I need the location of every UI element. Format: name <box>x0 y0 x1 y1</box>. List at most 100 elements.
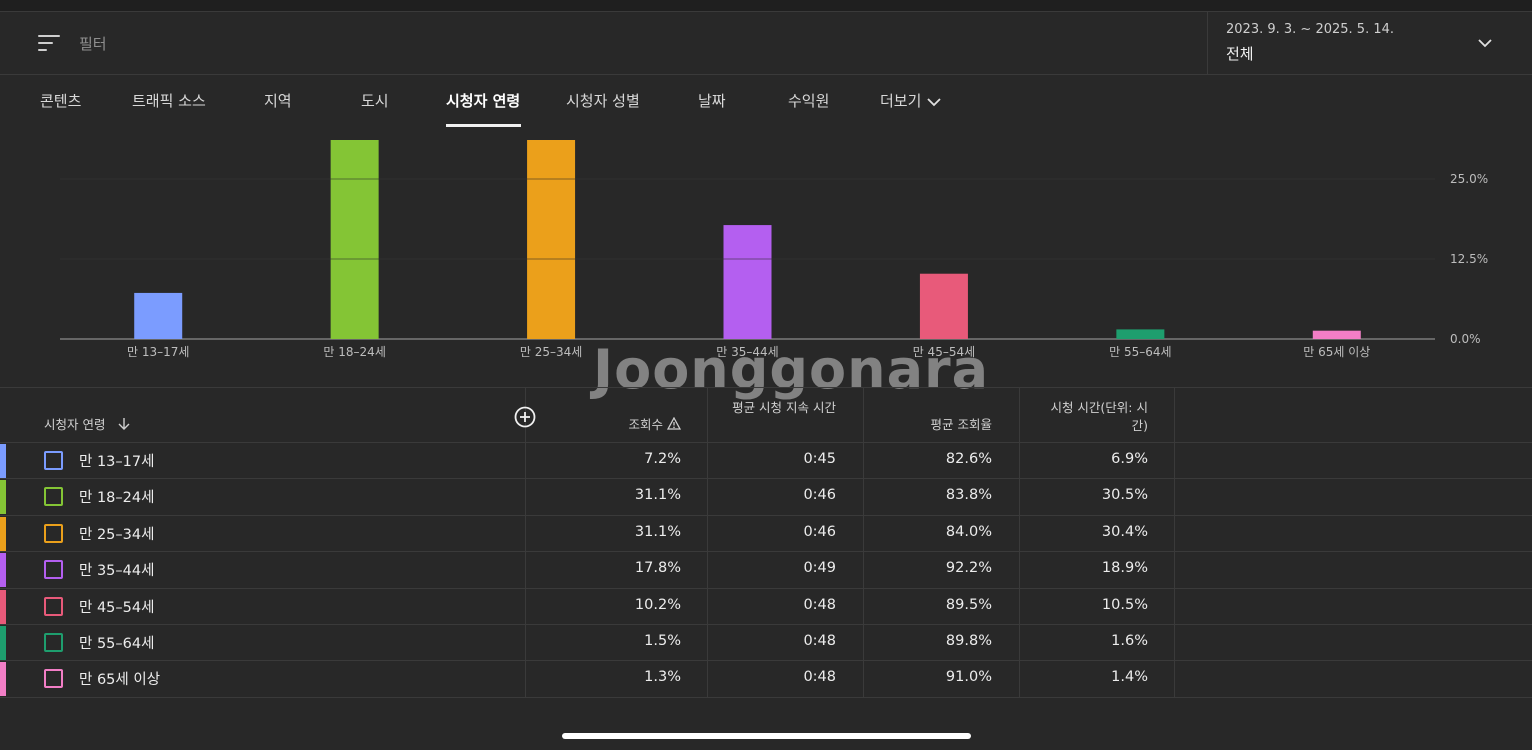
cell-avg-duration: 0:46 <box>803 523 836 540</box>
filter-icon[interactable] <box>38 34 60 52</box>
cell-avg-percent: 91.0% <box>945 669 992 686</box>
active-tab-indicator <box>446 124 521 127</box>
x-tick-label: 만 35–44세 <box>716 345 778 359</box>
tab-geography[interactable]: 지역 <box>264 92 292 110</box>
cell-watch-time: 6.9% <box>1111 451 1148 467</box>
watermark: Joonggonara <box>593 338 990 401</box>
row-checkbox[interactable] <box>44 632 63 652</box>
row-checkbox[interactable] <box>44 560 63 580</box>
x-tick-label: 만 25–34세 <box>520 345 582 359</box>
row-label: 만 55–64세 <box>79 635 155 652</box>
table-row[interactable]: 만 13–17세 7.2% 0:45 82.6% 6.9% <box>0 443 1532 480</box>
cell-avg-duration: 0:48 <box>803 596 836 613</box>
cell-views: 10.2% <box>634 596 681 613</box>
cell-watch-time: 1.6% <box>1111 632 1148 649</box>
row-label: 만 18–24세 <box>79 490 155 507</box>
chevron-down-icon <box>1478 39 1492 48</box>
row-label: 만 25–34세 <box>79 526 155 543</box>
tab-viewer-age[interactable]: 시청자 연령 <box>446 92 521 110</box>
cell-views: 31.1% <box>634 487 681 504</box>
row-checkbox[interactable] <box>44 451 63 470</box>
cell-avg-duration: 0:49 <box>803 560 836 577</box>
chart-svg: 만 13–17세 만 18–24세 만 25–34세 만 35–44세 만 45–54세… <box>60 140 1488 359</box>
header-views-label: 조회수 <box>628 417 663 432</box>
table-row[interactable]: 만 25–34세 31.1% 0:46 84.0% 30.4% <box>0 516 1532 553</box>
row-checkbox[interactable] <box>44 487 63 507</box>
cell-avg-percent: 82.6% <box>945 451 992 467</box>
header-views[interactable]: 조회수 <box>628 416 681 434</box>
chart-bar[interactable] <box>919 273 968 339</box>
chevron-down-icon <box>927 97 942 106</box>
x-tick-label: 만 65세 이상 <box>1303 345 1370 359</box>
cell-views: 17.8% <box>634 560 681 577</box>
table-row[interactable]: 만 45–54세 10.2% 0:48 89.5% 10.5% <box>0 589 1532 625</box>
cell-views: 1.5% <box>644 632 681 649</box>
cell-avg-percent: 92.2% <box>945 560 992 577</box>
header-watch-time[interactable]: 시청 시간(단위: 시간) <box>1050 400 1148 433</box>
tab-more[interactable]: 더보기 <box>880 90 942 111</box>
table-row[interactable]: 만 18–24세 31.1% 0:46 83.8% 30.5% <box>0 479 1532 516</box>
x-tick-label: 만 18–24세 <box>323 345 385 359</box>
header-avg-percent[interactable]: 평균 조회율 <box>930 417 992 432</box>
row-checkbox[interactable] <box>44 523 63 543</box>
table-row[interactable]: 만 55–64세 1.5% 0:48 89.8% 1.6% <box>0 625 1532 662</box>
date-range-value: 전체 <box>1226 45 1254 63</box>
chart-bar[interactable] <box>1312 330 1361 339</box>
chart-bar[interactable] <box>723 225 772 339</box>
cell-watch-time: 1.4% <box>1111 669 1148 686</box>
cell-avg-percent: 89.8% <box>945 632 992 649</box>
row-color-swatch <box>0 516 6 551</box>
age-bar-chart: 만 13–17세 만 18–24세 만 25–34세 만 35–44세 만 45–54세… <box>0 128 1532 386</box>
row-label: 만 45–54세 <box>79 599 155 616</box>
cell-views: 1.3% <box>644 669 681 686</box>
row-color-swatch <box>0 625 6 660</box>
chart-bar[interactable] <box>1116 329 1165 339</box>
table-row[interactable]: 만 35–44세 17.8% 0:49 92.2% 18.9% <box>0 552 1532 589</box>
row-checkbox[interactable] <box>44 669 63 689</box>
date-range-selector[interactable]: 2023. 9. 3. ~ 2025. 5. 14. 전체 <box>1207 12 1532 75</box>
cell-avg-duration: 0:48 <box>803 669 836 686</box>
tab-city[interactable]: 도시 <box>361 92 389 110</box>
filter-input[interactable]: 필터 <box>79 35 107 53</box>
y-tick-label: 0.0% <box>1450 332 1481 346</box>
cell-avg-percent: 89.5% <box>945 596 992 613</box>
filter-bar: 필터 2023. 9. 3. ~ 2025. 5. 14. 전체 <box>0 12 1532 75</box>
cell-avg-duration: 0:45 <box>803 451 836 467</box>
header-viewer-age[interactable]: 시청자 연령 <box>44 416 131 434</box>
table-body: 만 13–17세 7.2% 0:45 82.6% 6.9% 만 18–24세 31.1% 0:… <box>0 443 1532 698</box>
x-tick-label: 만 13–17세 <box>127 345 189 359</box>
row-checkbox[interactable] <box>44 596 63 616</box>
tab-traffic-source[interactable]: 트래픽 소스 <box>132 92 206 110</box>
row-label: 만 35–44세 <box>79 563 155 580</box>
row-label: 만 65세 이상 <box>79 672 161 689</box>
cell-avg-percent: 84.0% <box>945 523 992 540</box>
cell-avg-duration: 0:46 <box>803 487 836 504</box>
sort-arrow-down-icon <box>118 418 130 430</box>
tab-date[interactable]: 날짜 <box>698 92 726 110</box>
tab-content[interactable]: 콘텐츠 <box>40 92 82 110</box>
y-tick-label: 25.0% <box>1450 172 1488 186</box>
tab-viewer-gender[interactable]: 시청자 성별 <box>566 92 640 110</box>
report-tabs: 콘텐츠 트래픽 소스 지역 도시 시청자 연령 시청자 성별 날짜 수익원 더보… <box>0 76 1532 128</box>
chart-bar[interactable] <box>330 140 379 339</box>
y-tick-label: 12.5% <box>1450 252 1488 266</box>
tab-revenue-source[interactable]: 수익원 <box>788 92 830 110</box>
cell-avg-duration: 0:48 <box>803 632 836 649</box>
row-color-swatch <box>0 589 6 624</box>
row-color-swatch <box>0 444 6 478</box>
tab-more-label: 더보기 <box>880 92 922 110</box>
header-viewer-age-label: 시청자 연령 <box>44 417 106 432</box>
age-table: 시청자 연령 조회수 평균 시청 지속 시간 평균 조회율 <box>0 388 1532 698</box>
x-tick-label: 만 45–54세 <box>913 345 975 359</box>
cell-views: 7.2% <box>644 451 681 467</box>
cell-watch-time: 10.5% <box>1101 596 1148 613</box>
row-color-swatch <box>0 480 6 515</box>
chart-bar[interactable] <box>527 140 576 339</box>
add-column-icon[interactable] <box>514 406 536 428</box>
table-row[interactable]: 만 65세 이상 1.3% 0:48 91.0% 1.4% <box>0 661 1532 698</box>
row-color-swatch <box>0 553 6 588</box>
chart-bar[interactable] <box>134 292 183 339</box>
cell-avg-percent: 83.8% <box>945 487 992 504</box>
header-avg-duration[interactable]: 평균 시청 지속 시간 <box>732 400 836 415</box>
